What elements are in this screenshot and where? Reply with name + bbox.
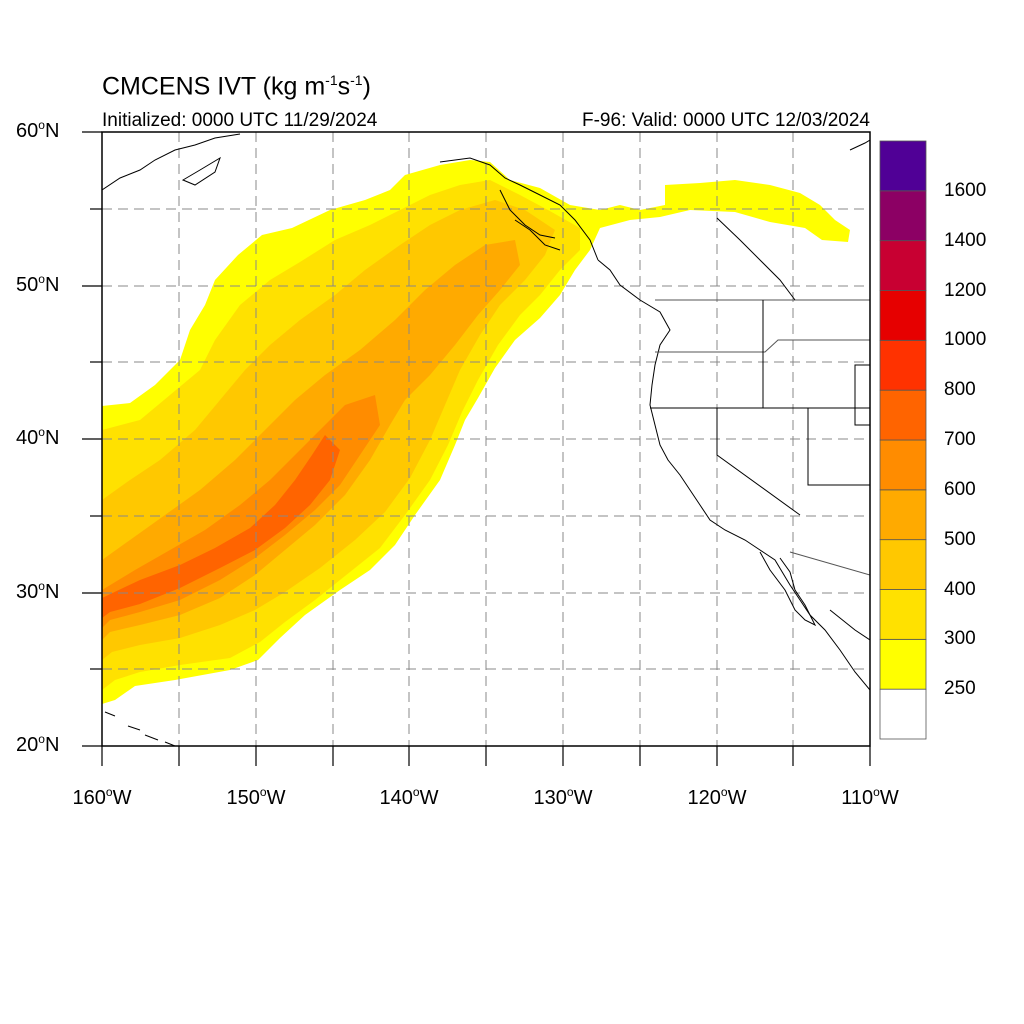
valid-time: F-96: Valid: 0000 UTC 12/03/2024 xyxy=(582,110,870,131)
colorbar-label: 800 xyxy=(944,379,976,401)
lat-label-50: 50oN xyxy=(16,272,60,296)
colorbar-box xyxy=(879,240,927,291)
colorbar-label: 1200 xyxy=(944,279,987,301)
lat-label-30: 30oN xyxy=(16,579,60,603)
ivt-contour-700 xyxy=(102,435,340,618)
colorbar xyxy=(879,140,927,740)
lat-label-20: 20oN xyxy=(16,732,60,756)
colorbar-box xyxy=(879,439,927,491)
lon-label-140: 140oW xyxy=(379,785,439,809)
lon-label-130: 130oW xyxy=(533,785,593,809)
colorbar-box xyxy=(879,389,927,441)
lat-label-60: 60oN xyxy=(16,118,60,142)
colorbar-box xyxy=(879,339,927,391)
colorbar-label: 500 xyxy=(944,528,976,550)
colorbar-label: 400 xyxy=(944,578,976,600)
lat-label-40: 40oN xyxy=(16,425,60,449)
colorbar-label: 1000 xyxy=(944,329,987,351)
colorbar-box xyxy=(879,190,927,242)
init-time: Initialized: 0000 UTC 11/29/2024 xyxy=(102,110,378,131)
ivt-field xyxy=(102,160,850,704)
colorbar-box xyxy=(879,489,927,541)
colorbar-box xyxy=(879,539,927,590)
lon-label-160: 160oW xyxy=(72,785,132,809)
colorbar-box xyxy=(879,688,927,740)
colorbar-box xyxy=(879,589,927,640)
plot-frame xyxy=(82,131,871,766)
coastlines xyxy=(102,133,870,746)
colorbar-label: 600 xyxy=(944,478,976,500)
colorbar-label: 250 xyxy=(944,678,976,700)
lon-label-110: 110oW xyxy=(841,785,899,809)
colorbar-box xyxy=(879,638,927,690)
colorbar-label: 700 xyxy=(944,429,976,450)
map-title: CMCENS IVT (kg m-1s-1) xyxy=(102,72,371,101)
lon-label-120: 120oW xyxy=(687,785,747,809)
colorbar-label: 1600 xyxy=(944,179,987,201)
colorbar-box xyxy=(879,140,927,192)
colorbar-label: 300 xyxy=(944,628,976,650)
colorbar-label: 1400 xyxy=(944,229,987,251)
lon-label-150: 150oW xyxy=(226,785,286,809)
colorbar-box xyxy=(879,290,927,341)
